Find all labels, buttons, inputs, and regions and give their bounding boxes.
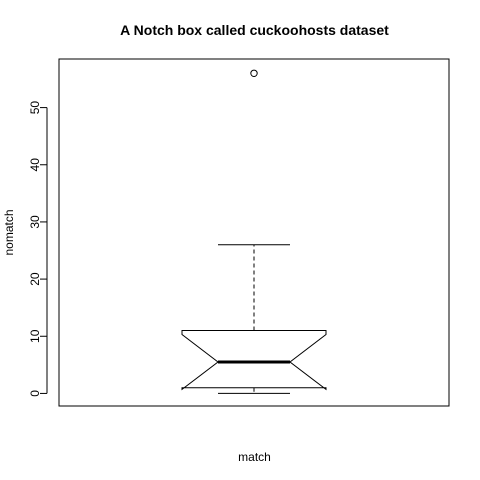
notched-box — [181, 330, 327, 391]
y-tick-label: 30 — [28, 215, 42, 229]
y-tick-label: 50 — [28, 101, 42, 115]
plot-frame — [58, 58, 450, 407]
y-axis: 0 10 20 30 40 50 — [28, 101, 48, 397]
y-tick-label: 40 — [28, 158, 42, 172]
y-axis-label: nomatch — [2, 209, 16, 255]
y-tick-label: 10 — [28, 329, 42, 343]
chart-title: A Notch box called cuckoohosts dataset — [120, 22, 389, 38]
y-tick-label: 0 — [28, 390, 42, 397]
box-layer — [181, 69, 327, 394]
x-axis-label: match — [238, 450, 271, 464]
outlier-point — [250, 69, 258, 77]
y-tick-label: 20 — [28, 272, 42, 286]
